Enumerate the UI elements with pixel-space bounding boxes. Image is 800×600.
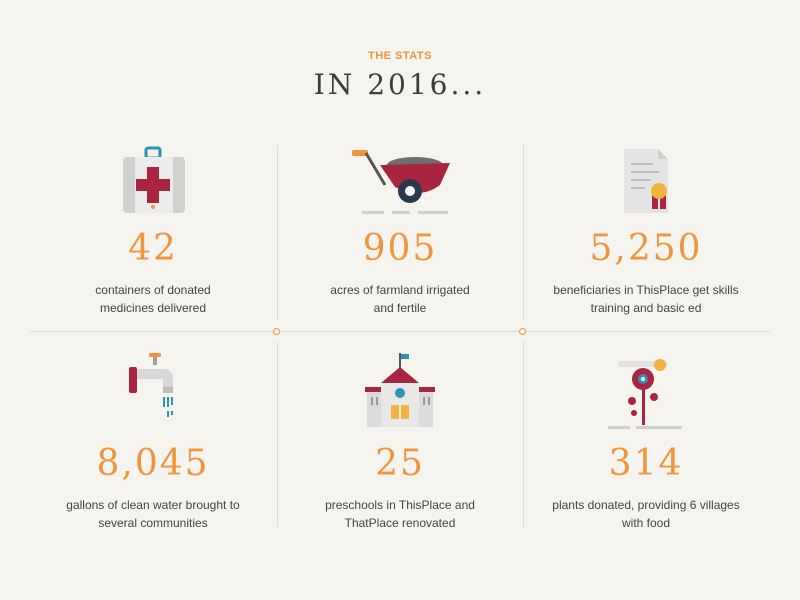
stat-description-line: ThatPlace renovated [344,516,456,530]
schoolhouse-icon [277,353,523,433]
divider-vertical-4 [523,342,524,527]
water-faucet-icon [30,353,276,433]
stat-description-line: containers of donated [95,283,211,297]
stat-description-line: training and basic ed [590,301,702,315]
divider-vertical-2 [523,145,524,320]
divider-horizontal [30,331,770,332]
stat-value: 25 [375,443,425,484]
stat-description-line: medicines delivered [99,301,207,315]
stat-description-line: acres of farmland irrigated [330,283,470,297]
stat-description: containers of donated medicines delivere… [43,281,263,317]
stat-card-medicines: 42 containers of donated medicines deliv… [30,140,276,320]
stat-description: preschools in ThisPlace and ThatPlace re… [290,496,510,532]
stat-value: 314 [608,443,684,484]
divider-dot-1 [273,328,280,335]
stat-description-line: with food [621,516,671,530]
divider-vertical-3 [277,342,278,527]
first-aid-kit-icon [30,145,276,225]
stat-value: 42 [128,228,178,269]
stat-card-plants: 314 plants donated, providing 6 villages… [523,345,769,530]
stat-description: gallons of clean water brought to severa… [43,496,263,532]
certificate-icon [523,145,769,225]
eyebrow-label: THE STATS [368,50,432,62]
divider-dot-2 [519,328,526,335]
stat-value: 905 [362,228,438,269]
stat-description-line: and fertile [373,301,427,315]
stat-description-line: preschools in ThisPlace and [325,498,475,512]
stat-description-line: beneficiaries in ThisPlace get skills [553,283,739,297]
stat-card-farmland: 905 acres of farmland irrigated and fert… [277,140,523,320]
stat-description: beneficiaries in ThisPlace get skills tr… [536,281,756,317]
stat-description: plants donated, providing 6 villages wit… [536,496,756,532]
stat-value: 5,250 [589,228,703,269]
stat-description-line: gallons of clean water brought to [66,498,240,512]
divider-vertical-1 [277,145,278,320]
stat-description: acres of farmland irrigated and fertile [290,281,510,317]
page-title: IN 2016... [313,68,487,101]
stat-card-preschools: 25 preschools in ThisPlace and ThatPlace… [277,345,523,530]
flower-plant-icon [523,353,769,433]
stat-card-water: 8,045 gallons of clean water brought to … [30,345,276,530]
stat-value: 8,045 [96,443,210,484]
stat-description-line: several communities [98,516,208,530]
stat-description-line: plants donated, providing 6 villages [552,498,740,512]
wheelbarrow-icon [277,145,523,225]
stat-card-beneficiaries: 5,250 beneficiaries in ThisPlace get ski… [523,140,769,320]
